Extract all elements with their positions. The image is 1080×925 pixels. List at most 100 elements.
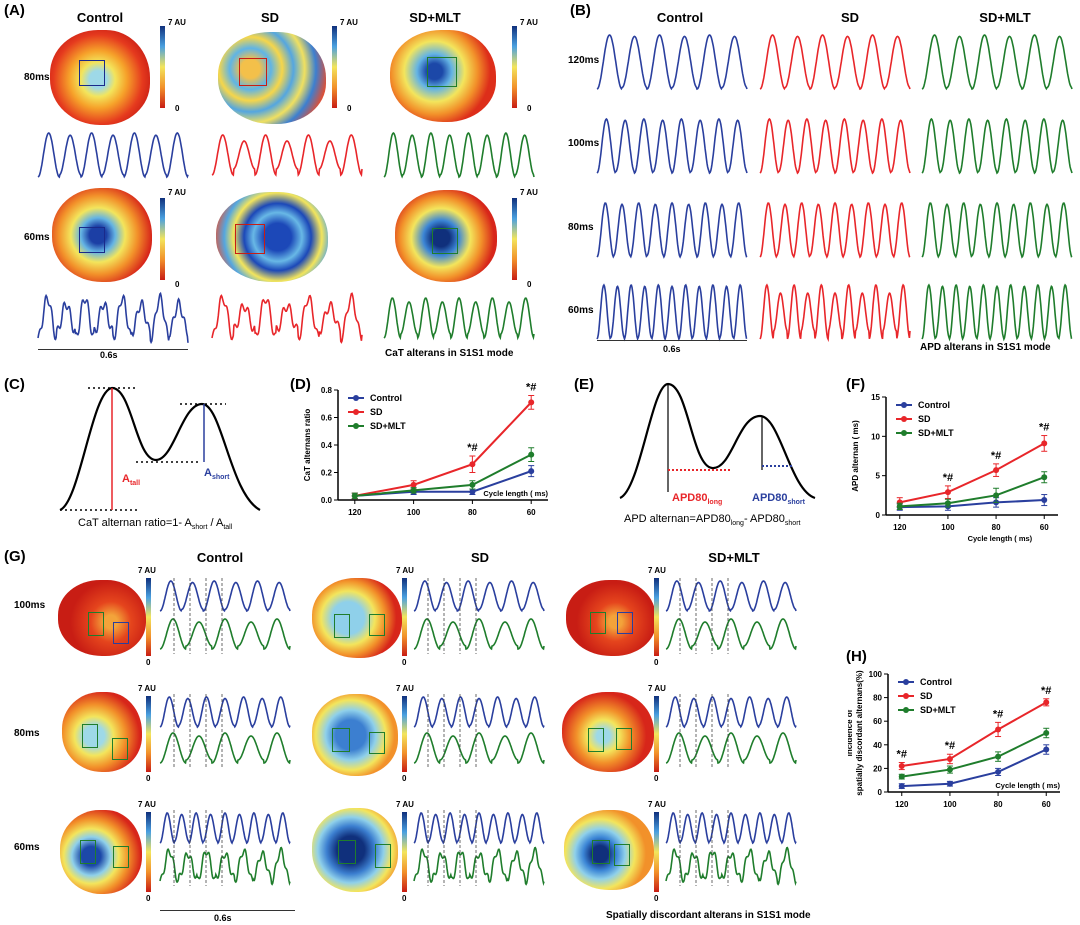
trace-line xyxy=(413,696,545,729)
y-tick-label: 20 xyxy=(873,764,882,773)
scale-bar xyxy=(38,349,188,350)
roi-box xyxy=(616,728,632,750)
trace-line xyxy=(596,201,748,259)
panel-d-label: (D) xyxy=(290,376,311,393)
data-point xyxy=(469,481,476,488)
legend-marker xyxy=(353,395,359,401)
legend-label: SD xyxy=(370,407,383,417)
trace-line xyxy=(211,134,363,178)
panel-e-formula: APD alternan=APD80long- APD80short xyxy=(624,513,801,528)
panel-b-caption: APD alterans in S1S1 mode xyxy=(920,342,1051,353)
colorbar-max: 7 AU xyxy=(396,800,414,809)
panel-h-label: (H) xyxy=(846,648,867,665)
colorbar-min: 0 xyxy=(402,658,407,667)
data-point xyxy=(995,768,1002,775)
colorbar-max: 7 AU xyxy=(648,800,666,809)
y-tick-label: 40 xyxy=(873,741,882,750)
map-g-sd-100ms xyxy=(312,578,402,658)
chart-h: 0 20 40 60 80 100 120 100 80 60 Cycle length ( ms)… xyxy=(848,670,1060,809)
colorbar-min: 0 xyxy=(527,280,532,289)
x-tick-label: 60 xyxy=(1042,800,1051,809)
scale-bar xyxy=(597,340,747,341)
map-g-control-100ms xyxy=(58,580,146,656)
panel-g-row-100ms: 100ms xyxy=(14,600,46,611)
trace-line xyxy=(159,811,291,845)
map-sdmlt-80ms xyxy=(390,30,496,122)
trace-line xyxy=(759,283,911,343)
panel-b-col-control: Control xyxy=(656,10,704,25)
trace-line xyxy=(159,846,291,887)
colorbar-min: 0 xyxy=(146,894,151,903)
trace-line xyxy=(921,283,1073,342)
scale-bar-label: 0.6s xyxy=(214,913,232,923)
a-short-label: Ashort xyxy=(204,467,230,482)
colorbar-max: 7 AU xyxy=(396,566,414,575)
series-line-sd xyxy=(354,401,532,497)
colorbar-max: 7 AU xyxy=(168,18,186,27)
data-point xyxy=(944,500,951,507)
data-point xyxy=(410,481,417,488)
panel-a-caption: CaT alterans in S1S1 mode xyxy=(385,348,514,359)
y-tick-label: 5 xyxy=(876,472,881,481)
map-g-sdmlt-80ms xyxy=(562,692,654,772)
legend-marker xyxy=(903,707,909,713)
legend-label: Control xyxy=(918,400,950,410)
data-point xyxy=(528,468,535,475)
y-tick-label: 0.4 xyxy=(321,441,333,450)
data-point xyxy=(410,487,417,494)
colorbar xyxy=(512,26,517,108)
colorbar-max: 7 AU xyxy=(520,18,538,27)
colorbar xyxy=(654,578,659,656)
y-tick-label: 0 xyxy=(878,788,883,797)
x-axis-label: Cycle length ( ms) xyxy=(968,534,1033,543)
x-tick-label: 120 xyxy=(348,508,362,517)
legend-marker xyxy=(901,430,907,436)
map-sd-80ms xyxy=(218,32,326,124)
roi-box xyxy=(239,58,267,86)
data-point xyxy=(946,755,953,762)
trace-line xyxy=(159,618,291,651)
colorbar-min: 0 xyxy=(146,774,151,783)
legend-label: Control xyxy=(370,393,402,403)
panel-c-diagram xyxy=(59,386,261,512)
panel-c-label: (C) xyxy=(4,376,25,393)
y-axis-label: CaT alternans ratio xyxy=(303,409,312,482)
chart-f: 0 5 10 15 120 100 80 60 Cycle length ( ms) APD al… xyxy=(851,393,1058,543)
panel-a-label: (A) xyxy=(4,2,25,19)
colorbar-min: 0 xyxy=(175,280,180,289)
y-tick-label: 80 xyxy=(873,694,882,703)
legend-label: SD+MLT xyxy=(920,705,956,715)
colorbar-min: 0 xyxy=(146,658,151,667)
trace-line xyxy=(37,132,189,179)
colorbar-max: 7 AU xyxy=(340,18,358,27)
x-tick-label: 80 xyxy=(468,508,477,517)
colorbar-min: 0 xyxy=(654,774,659,783)
trace-line xyxy=(921,201,1073,259)
trace-line xyxy=(596,117,748,175)
panel-a-col-control: Control xyxy=(76,10,124,25)
roi-box xyxy=(588,728,604,752)
data-point xyxy=(1041,474,1048,481)
colorbar xyxy=(654,696,659,772)
trace-line xyxy=(665,696,797,729)
colorbar-min: 0 xyxy=(654,658,659,667)
trace-line xyxy=(665,846,797,887)
roi-box xyxy=(332,728,350,752)
significance-mark: *# xyxy=(945,740,955,752)
legend-label: Control xyxy=(920,677,952,687)
roi-box xyxy=(617,612,633,634)
trace-line xyxy=(159,732,291,765)
trace-line xyxy=(211,292,363,344)
trace-line xyxy=(413,618,545,651)
trace-line xyxy=(596,34,748,91)
panel-b-label: (B) xyxy=(570,2,591,19)
colorbar xyxy=(654,812,659,892)
panel-b-row-120ms: 120ms xyxy=(568,55,600,66)
x-axis-label: Cycle length ( ms) xyxy=(483,489,548,498)
x-tick-label: 80 xyxy=(992,523,1001,532)
colorbar-min: 0 xyxy=(175,104,180,113)
scale-bar-label: 0.6s xyxy=(100,350,118,360)
colorbar-max: 7 AU xyxy=(520,188,538,197)
significance-mark: *# xyxy=(993,708,1003,720)
map-g-sdmlt-100ms xyxy=(566,580,656,656)
